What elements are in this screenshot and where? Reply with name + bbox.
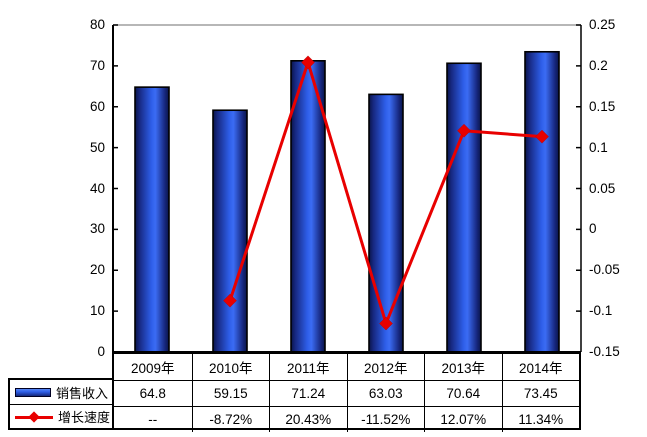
legend-label-sales: 销售收入 [56, 385, 109, 401]
chart-legend: 销售收入 增长速度 [8, 378, 114, 430]
growth-cell: 20.43% [269, 406, 347, 432]
legend-item-growth: 增长速度 [10, 404, 114, 428]
right-axis-tick-label: 0.25 [589, 17, 616, 32]
growth-cell: 11.34% [501, 406, 579, 432]
right-axis-tick-label: 0.05 [589, 180, 616, 196]
right-axis-tick-label: 0.2 [589, 57, 608, 73]
year-cell: 2014年 [501, 354, 580, 380]
right-axis-tick-label: 0 [589, 221, 597, 237]
legend-label-growth: 增长速度 [58, 410, 111, 425]
left-axis-tick-label: 40 [89, 180, 105, 196]
growth-cell: 12.07% [424, 406, 502, 432]
left-axis-tick-label: 60 [89, 98, 105, 114]
left-axis-tick-label: 80 [89, 17, 105, 32]
right-axis-tick-label: 0.15 [589, 98, 616, 114]
data-table: 2009年 2010年 2011年 2012年 2013年 2014年 64.8… [112, 352, 581, 432]
line-series-swatch-icon [15, 410, 53, 423]
revenue-cell: 71.24 [269, 380, 347, 406]
right-axis-tick-label: -0.1 [589, 303, 613, 319]
legend-item-sales: 销售收入 [10, 380, 114, 404]
left-axis-tick-label: 10 [89, 303, 105, 319]
revenue-cell: 73.45 [501, 380, 579, 406]
revenue-cell: 64.8 [114, 380, 192, 406]
left-axis-tick-label: 50 [89, 139, 105, 155]
year-cell: 2012年 [346, 354, 425, 380]
left-axis-tick-label: 0 [97, 344, 105, 359]
year-cell: 2009年 [130, 361, 175, 376]
left-axis-tick-label: 30 [89, 221, 105, 237]
year-cell: 2010年 [191, 354, 270, 380]
bar-series-swatch-icon [15, 387, 51, 397]
growth-cell: -8.72% [191, 406, 269, 432]
right-axis-tick-label: -0.15 [589, 344, 620, 359]
right-axis-tick-label: 0.1 [589, 139, 608, 155]
revenue-cell: 63.03 [346, 380, 424, 406]
growth-cell: -- [114, 406, 192, 432]
revenue-cell: 59.15 [191, 380, 269, 406]
year-cell: 2011年 [269, 354, 347, 380]
growth-cell: -11.52% [346, 406, 424, 432]
left-axis-tick-label: 70 [89, 57, 105, 73]
year-cell: 2013年 [424, 354, 502, 380]
right-axis-tick-label: -0.05 [589, 262, 620, 278]
left-axis-tick-label: 20 [89, 262, 105, 278]
revenue-cell: 70.64 [424, 380, 502, 406]
